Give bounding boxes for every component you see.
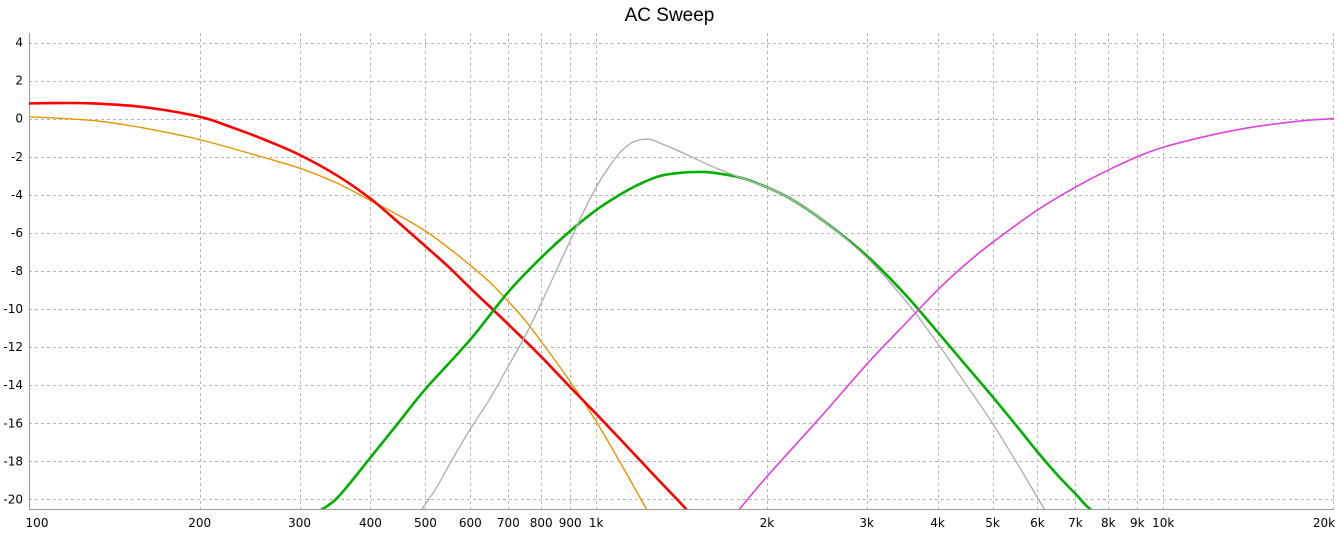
x-tick-label: 6k: [1030, 516, 1045, 530]
y-tick-label: -2: [11, 150, 23, 164]
x-axis-ticks: 100 200 300 400 500 600 700 800 900 1k 2k 3k 4k 5k 6k 7…: [26, 516, 1336, 530]
y-tick-label: -16: [3, 416, 23, 430]
y-tick-label: -14: [3, 378, 23, 392]
series-line-0: [29, 116, 648, 509]
series-line-3: [420, 138, 1046, 509]
x-tick-label: 200: [188, 516, 211, 530]
x-tick-label: 5k: [985, 516, 1000, 530]
x-tick-label: 500: [414, 516, 437, 530]
series-line-2: [319, 170, 1093, 509]
x-tick-label: 3k: [859, 516, 874, 530]
x-tick-label: 100: [26, 516, 49, 530]
series-group: [29, 101, 1334, 509]
series-line-1: [29, 101, 688, 509]
x-tick-label: 8k: [1101, 516, 1116, 530]
x-tick-label: 20k: [1313, 516, 1335, 530]
y-tick-label: -4: [11, 188, 23, 202]
x-tick-label: 2k: [760, 516, 775, 530]
x-tick-label: 7k: [1068, 516, 1083, 530]
x-tick-label: 800: [530, 516, 553, 530]
y-tick-label: 4: [15, 36, 23, 50]
x-tick-label: 9k: [1130, 516, 1145, 530]
axis-lines: [29, 33, 1334, 510]
y-tick-label: -20: [3, 492, 23, 506]
y-tick-label: 2: [15, 74, 23, 88]
x-tick-label: 700: [497, 516, 520, 530]
chart-title: AC Sweep: [624, 5, 715, 26]
x-tick-label: 900: [559, 516, 582, 530]
x-tick-label: 10k: [1152, 516, 1174, 530]
y-tick-label: -18: [3, 454, 23, 468]
y-tick-label: -8: [11, 264, 23, 278]
x-tick-label: 600: [459, 516, 482, 530]
y-tick-label: -6: [11, 226, 23, 240]
series-line-4: [738, 117, 1334, 509]
x-tick-label: 1k: [589, 516, 604, 530]
grid-lines: [29, 33, 1334, 509]
y-tick-label: 0: [15, 112, 23, 126]
x-tick-label: 400: [359, 516, 382, 530]
y-tick-label: -12: [3, 340, 23, 354]
x-tick-label: 300: [288, 516, 311, 530]
x-tick-label: 4k: [930, 516, 945, 530]
y-tick-label: -10: [3, 302, 23, 316]
y-axis-ticks: 4 2 0 -2 -4 -6 -8 -10 -12 -14 -16 -18 -20: [3, 36, 23, 507]
